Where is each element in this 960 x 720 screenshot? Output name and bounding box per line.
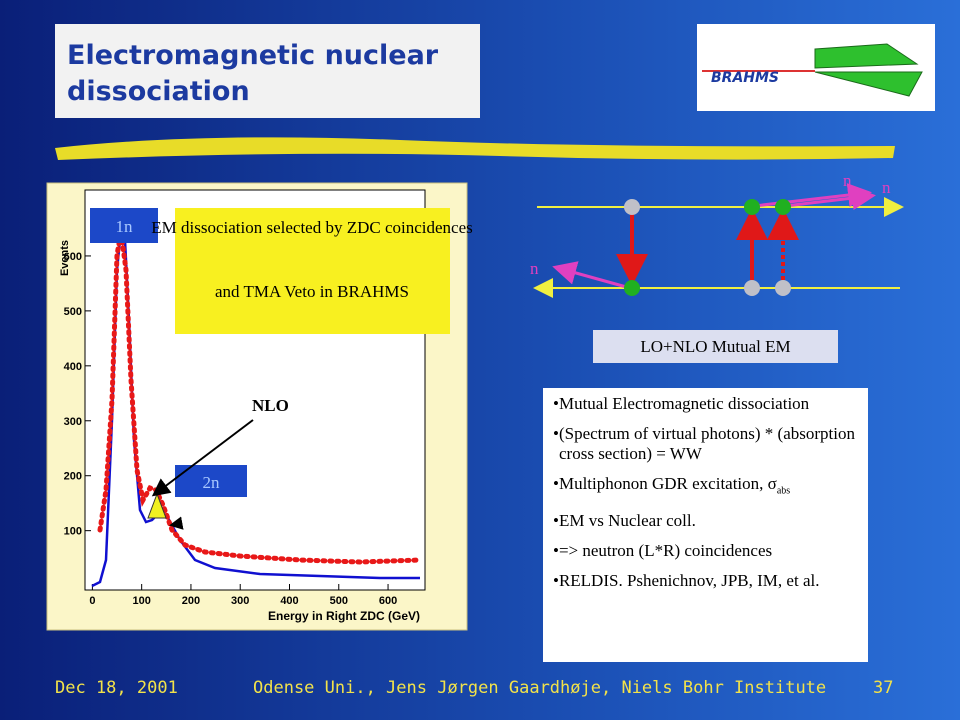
neutron-arrow <box>784 186 876 211</box>
x-tick-label: 200 <box>182 595 200 607</box>
bullet-text: => neutron (L*R) coincidences <box>558 541 773 561</box>
x-tick-label: 100 <box>132 595 150 607</box>
bullet: •=> neutron (L*R) coincidences <box>553 541 773 561</box>
y-tick-label: 100 <box>64 526 82 538</box>
footer-author: Odense Uni., Jens Jørgen Gaardhøje, Niel… <box>253 678 827 698</box>
label-nlo: NLO <box>252 396 289 415</box>
neutron-arrow <box>753 183 872 208</box>
label-2n: 2n <box>203 473 221 492</box>
note-text: EM dissociation selected by ZDC coincide… <box>151 218 473 237</box>
y-axis-label: Events <box>59 240 71 276</box>
box-1n <box>90 208 158 243</box>
lo-arrow <box>169 504 283 530</box>
neutron-label: n <box>843 171 852 190</box>
bullet-text: EM vs Nuclear coll. <box>558 511 696 531</box>
bullet-list: •Mutual Electromagnetic dissociation •(S… <box>543 388 868 662</box>
nucleus <box>624 199 640 215</box>
x-tick-label: 500 <box>330 595 348 607</box>
note-line: and TMA Veto in BRAHMS <box>215 282 409 301</box>
logo: BRAHMS <box>697 24 935 111</box>
x-tick-label: 400 <box>280 595 298 607</box>
nucleus <box>744 280 760 296</box>
nlo-arrow <box>151 419 254 497</box>
y-tick-label: 300 <box>64 416 82 428</box>
title: Electromagnetic nuclear dissociation <box>55 24 480 118</box>
note-line: EM dissociation selected by ZDC coincide… <box>151 218 473 237</box>
bullet-text: (Spectrum of virtual photons) * (absorpt… <box>558 424 855 463</box>
data-points <box>97 231 423 565</box>
neutron-label: n <box>882 178 891 197</box>
x-tick-label: 0 <box>89 595 95 607</box>
x-axis-label: Energy in Right ZDC (GeV) <box>268 609 420 623</box>
y-tick-label: 200 <box>64 471 82 483</box>
bullet: •(Spectrum of virtual photons) * (absorp… <box>553 424 855 463</box>
y-tick-label: 600 <box>64 251 82 263</box>
diagram-caption: LO+NLO Mutual EM <box>593 330 838 363</box>
bullet: •Mutual Electromagnetic dissociation <box>553 394 810 413</box>
y-tick-label: 500 <box>64 306 82 318</box>
neutron-label: n <box>530 259 539 278</box>
bullet: •RELDIS. Pshenichnov, JPB, IM, et al. <box>553 571 820 591</box>
bullet-text: Mutual Electromagnetic dissociation <box>558 394 810 413</box>
logo-text: BRAHMS <box>711 70 779 86</box>
logo-art: BRAHMS <box>702 43 923 97</box>
footer-page: 37 <box>873 678 894 698</box>
brush-stroke <box>55 137 895 160</box>
y-tick-label: 400 <box>64 361 82 373</box>
bullet: •EM vs Nuclear coll. <box>553 511 696 531</box>
x-tick-label: 300 <box>231 595 249 607</box>
nucleus <box>744 199 760 215</box>
nucleus <box>775 280 791 296</box>
footer-date: Dec 18, 2001 <box>55 678 178 698</box>
subscript: abs <box>776 485 791 497</box>
note-box <box>175 208 450 334</box>
x-tick-label: 600 <box>379 595 397 607</box>
peak-marker <box>147 492 167 519</box>
label-lo: LO <box>292 499 315 518</box>
bullet-text: RELDIS. Pshenichnov, JPB, IM, et al. <box>558 571 820 591</box>
label-1n: 1n <box>116 217 134 236</box>
bullet: •Multiphonon GDR excitation, σabs <box>553 474 791 497</box>
nucleus <box>775 199 791 215</box>
neutron-arrow <box>552 261 631 290</box>
bullet-text: Multiphonon GDR excitation, <box>558 474 768 493</box>
symbol: σ <box>767 474 777 493</box>
nucleus <box>624 280 640 296</box>
